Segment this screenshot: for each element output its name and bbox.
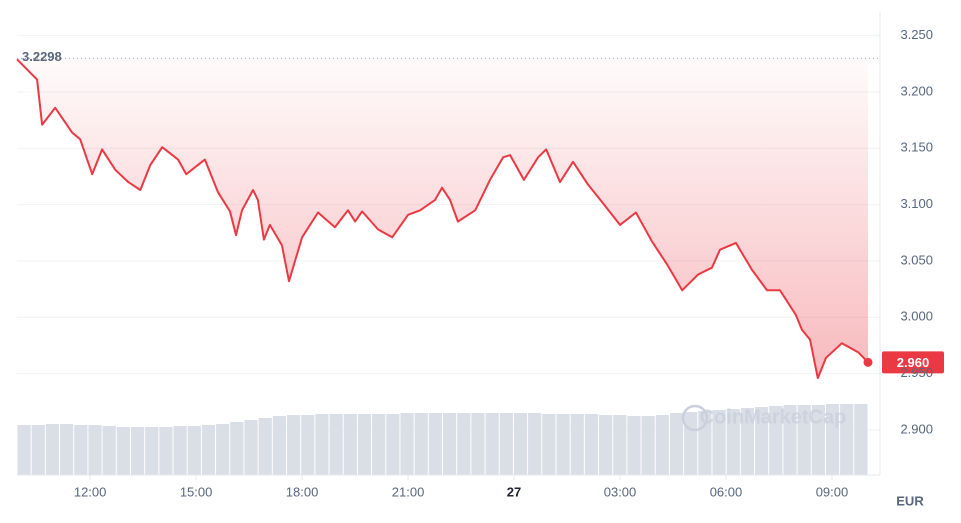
volume-bar [187,426,201,475]
volume-bar [45,424,60,475]
volume-bar [74,425,88,475]
volume-bar [684,412,698,475]
y-tick-label: 3.200 [900,83,933,98]
volume-bar [343,414,357,475]
x-tick-label: 27 [507,484,521,499]
volume-bar [230,422,244,475]
volume-bar [414,413,428,475]
volume-bar [528,413,542,475]
price-line [16,58,869,380]
volume-bar [60,424,74,475]
volume-bar [102,426,116,475]
volume-bar [116,427,130,475]
volume-bar [258,418,272,475]
volume-bar [272,416,286,475]
volume-bar [159,427,173,475]
y-tick-label: 3.100 [900,196,933,211]
volume-bar [471,413,485,475]
volume-bar [726,409,740,475]
volume-bar [286,415,301,475]
currency-label: EUR [896,493,924,508]
volume-bar [669,413,684,475]
volume-bar [783,405,797,475]
last-price-badge [882,351,944,374]
volume-bar [584,414,599,475]
x-tick-label: 21:00 [392,484,425,499]
volume-bar [88,425,102,475]
volume-bar [31,425,45,475]
x-tick-label: 12:00 [74,484,107,499]
volume-bar [556,414,570,475]
volume-bar [740,408,755,475]
volume-bar [457,413,471,475]
x-tick-label: 18:00 [286,484,319,499]
volume-bar [797,405,811,475]
volume-bar [244,420,258,475]
volume-bar [428,413,442,475]
volume-bar [301,415,315,475]
volume-bar [769,406,783,475]
x-tick-label: 06:00 [710,484,743,499]
volume-bar [627,416,641,475]
x-tick-label: 03:00 [604,484,637,499]
volume-bar [542,414,556,475]
volume-bar [216,424,230,475]
y-tick-label: 3.250 [900,27,933,42]
volume-bar [712,410,726,475]
y-tick-label: 2.950 [900,365,933,380]
volume-bar [840,404,854,475]
volume-bar [357,414,372,475]
volume-bar [485,413,499,475]
volume-bar [173,426,187,475]
volume-bar [315,414,329,475]
volume-bar [386,414,400,475]
volume-bar [655,415,669,475]
volume-bar [201,425,216,475]
volume-bar [825,404,840,475]
volume-bar [613,415,627,475]
area-fill [17,58,868,379]
x-tick-label: 09:00 [816,484,849,499]
x-tick-label: 15:00 [180,484,213,499]
volume-bar [499,413,513,475]
volume-bar [854,404,868,475]
volume-bar [755,407,769,475]
y-tick-label: 3.050 [900,252,933,267]
volume-bar [599,415,613,475]
watermark: CoinMarketCap [700,406,847,428]
volume-bar [400,413,414,475]
volume-bar [145,427,159,475]
volume-bar [641,416,655,475]
volume-bar [130,427,145,475]
y-tick-label: 3.150 [900,140,933,155]
volume-bar [513,413,528,475]
volume-bar [17,425,31,475]
volume-bar [372,414,386,475]
last-price-label: 2.960 [897,355,930,370]
volume-bar [811,405,825,475]
volume-bar [570,414,584,475]
volume-bar [329,414,343,475]
watermark-logo [681,404,709,432]
last-point [863,357,873,367]
y-tick-label: 2.900 [900,421,933,436]
y-tick-label: 3.000 [900,309,933,324]
volume-bar [443,413,457,475]
